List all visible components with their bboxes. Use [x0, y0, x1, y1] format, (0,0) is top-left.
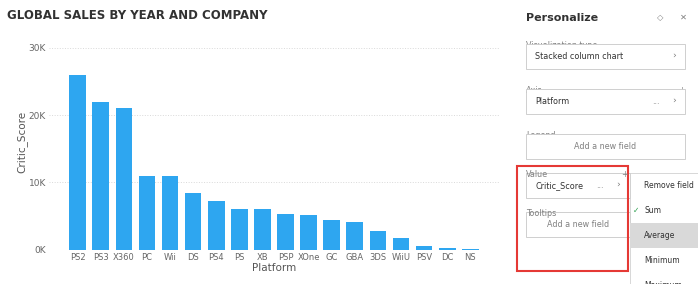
Text: Visualization type: Visualization type — [526, 41, 597, 50]
Bar — [162, 176, 179, 250]
Bar — [526, 44, 685, 69]
Bar — [462, 249, 479, 250]
Text: ›: › — [672, 52, 676, 61]
Bar — [323, 220, 340, 250]
Text: Value: Value — [526, 170, 548, 179]
Bar — [630, 223, 698, 248]
Bar — [526, 134, 685, 159]
Bar — [254, 210, 271, 250]
Bar — [92, 102, 109, 250]
Text: Minimum: Minimum — [644, 256, 680, 265]
Bar — [208, 201, 225, 250]
Text: Tooltips: Tooltips — [526, 209, 556, 218]
Bar — [139, 176, 155, 250]
Text: ›: › — [672, 97, 676, 106]
Text: Sum: Sum — [644, 206, 662, 215]
Text: Stacked column chart: Stacked column chart — [535, 52, 623, 61]
Bar — [231, 210, 248, 250]
Bar — [346, 222, 363, 250]
Text: ✓: ✓ — [633, 206, 639, 215]
Text: Average: Average — [644, 231, 676, 240]
Bar — [277, 214, 294, 250]
Text: ...: ... — [652, 97, 659, 106]
Bar — [393, 239, 409, 250]
Bar — [439, 248, 456, 250]
Text: ◇: ◇ — [658, 13, 664, 22]
Text: +: + — [678, 86, 685, 95]
Text: Platform: Platform — [535, 97, 570, 106]
Text: Add a new field: Add a new field — [574, 142, 637, 151]
X-axis label: Platform: Platform — [252, 263, 296, 273]
Bar — [300, 215, 317, 250]
Bar — [185, 193, 202, 250]
Text: Critic_Score: Critic_Score — [535, 181, 584, 190]
Bar — [526, 173, 630, 198]
Text: ✕: ✕ — [680, 13, 687, 22]
Y-axis label: Critic_Score: Critic_Score — [17, 111, 27, 173]
Text: Axis: Axis — [526, 86, 542, 95]
Text: Add a new field: Add a new field — [547, 220, 609, 229]
Text: Remove field: Remove field — [644, 181, 695, 190]
Text: ›: › — [616, 181, 621, 190]
Text: Personalize: Personalize — [526, 13, 598, 23]
Text: ...: ... — [596, 181, 604, 190]
Bar — [526, 212, 630, 237]
Bar — [115, 108, 132, 250]
Text: Maximum: Maximum — [644, 281, 682, 284]
Text: +: + — [621, 170, 628, 179]
Bar — [416, 246, 433, 250]
Bar — [517, 166, 628, 271]
Bar — [526, 89, 685, 114]
Bar — [369, 231, 386, 250]
Bar — [69, 75, 86, 250]
Text: GLOBAL SALES BY YEAR AND COMPANY: GLOBAL SALES BY YEAR AND COMPANY — [7, 9, 267, 22]
Text: Legend: Legend — [526, 131, 556, 140]
Bar — [630, 173, 698, 284]
